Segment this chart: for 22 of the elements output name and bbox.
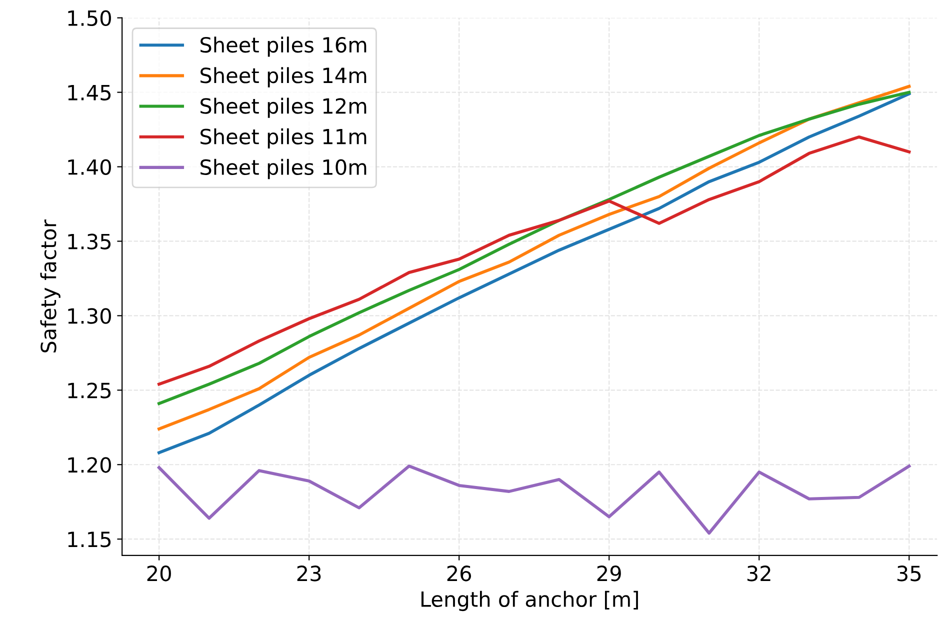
y-tick-label: 1.15 <box>68 532 111 548</box>
y-tick-label: 1.45 <box>68 85 111 101</box>
y-tick-label: 1.20 <box>68 457 111 473</box>
legend-label: Sheet piles 10m <box>200 158 366 180</box>
x-tick-label: 26 <box>447 566 472 582</box>
legend-label: Sheet piles 11m <box>200 128 366 148</box>
y-tick-label: 1.35 <box>68 234 111 250</box>
x-tick-label: 29 <box>597 566 621 582</box>
y-tick-label: 1.30 <box>68 308 111 324</box>
x-tick-label: 20 <box>147 566 171 582</box>
legend-label: Sheet piles 16m <box>200 36 366 57</box>
legend-label: Sheet piles 12m <box>200 98 366 118</box>
y-tick-label: 1.50 <box>68 10 111 26</box>
line-series <box>158 464 911 535</box>
legend-label: Sheet piles 14m <box>200 67 366 88</box>
y-tick-label: 1.25 <box>68 382 111 398</box>
x-tick-label: 23 <box>297 566 321 582</box>
x-tick-label: 35 <box>897 566 921 582</box>
y-axis-title: Safety factor <box>40 220 60 352</box>
x-axis-title: Length of anchor [m] <box>421 590 638 612</box>
y-tick-label: 1.40 <box>68 159 111 175</box>
x-tick-label: 32 <box>747 566 770 582</box>
